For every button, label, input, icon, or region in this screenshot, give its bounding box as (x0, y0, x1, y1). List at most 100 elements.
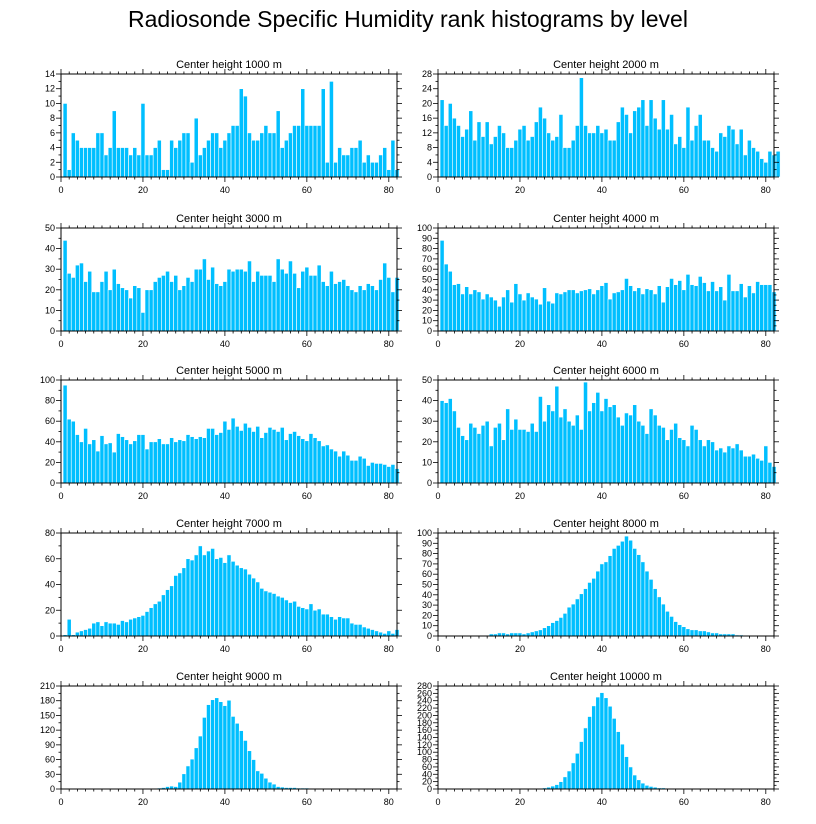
histogram-bar (132, 147, 138, 178)
histogram-bar (456, 125, 461, 178)
histogram-bar (218, 285, 224, 332)
histogram-bar (169, 139, 174, 178)
histogram-bar (661, 301, 666, 332)
histogram-bar (476, 121, 482, 178)
histogram-bar (484, 293, 490, 332)
histogram-bar (706, 290, 711, 332)
x-tick-label: 0 (435, 491, 440, 501)
y-tick-label: 210 (40, 681, 55, 691)
x-tick-label: 20 (515, 491, 525, 501)
histogram-bar (603, 128, 609, 178)
histogram-bar (284, 439, 289, 484)
histogram-bar (558, 293, 564, 332)
histogram-bar (607, 705, 613, 790)
histogram-bar (222, 562, 228, 637)
y-tick-label: 260 (417, 688, 432, 698)
y-tick-label: 150 (40, 710, 55, 720)
histogram-bar (177, 572, 183, 637)
histogram-bar (197, 268, 203, 332)
histogram-bar (132, 617, 138, 637)
y-tick-label: 40 (45, 244, 55, 254)
histogram-bar (767, 284, 773, 332)
histogram-bar (468, 110, 474, 178)
y-tick-label: 80 (45, 396, 55, 406)
histogram-bar (505, 147, 511, 178)
histogram-bar (320, 445, 326, 484)
histogram-bar (525, 431, 531, 484)
histogram-bar (91, 439, 97, 484)
histogram-bar (505, 289, 511, 332)
histogram-bar (251, 139, 256, 178)
histogram-bar (706, 439, 711, 484)
histogram-bar (189, 758, 195, 790)
histogram-bar (361, 457, 367, 484)
histogram-bar (144, 448, 150, 484)
y-tick-label: 80 (422, 549, 432, 559)
histogram-bar (386, 630, 392, 637)
histogram-bar (443, 263, 449, 332)
histogram-bar (533, 431, 539, 484)
panel-title: Center height 2000 m (553, 59, 659, 71)
histogram-bar (193, 554, 199, 637)
histogram-bar (628, 132, 633, 178)
histogram-bar (546, 404, 551, 484)
histogram-bar (718, 132, 724, 178)
histogram-bar (497, 125, 502, 178)
y-tick-label: 30 (422, 600, 432, 610)
histogram-bar (550, 410, 556, 484)
histogram-bar (484, 420, 490, 484)
x-tick-label: 40 (220, 491, 230, 501)
histogram-bar (197, 436, 203, 484)
histogram-bar (603, 697, 609, 790)
histogram-bar (390, 464, 396, 484)
x-tick-label: 40 (220, 339, 230, 349)
histogram-bar (468, 422, 474, 484)
histogram-bar (583, 727, 588, 790)
histogram-bar (501, 132, 506, 178)
histogram-bar (193, 117, 199, 178)
x-tick-label: 20 (138, 797, 148, 807)
histogram-bar (247, 750, 252, 790)
histogram-bar (62, 240, 68, 332)
histogram-bar (652, 414, 658, 484)
histogram-bar (591, 293, 597, 332)
histogram-bar (226, 554, 232, 637)
histogram-bar (226, 429, 232, 484)
histogram-bar (374, 463, 379, 484)
histogram-bar (169, 585, 174, 637)
y-tick-label: 90 (422, 538, 432, 548)
x-tick-label: 60 (679, 491, 689, 501)
x-tick-label: 0 (435, 185, 440, 195)
histogram-bar (370, 462, 375, 484)
histogram-bar (83, 428, 88, 484)
histogram-bar (189, 281, 195, 332)
histogram-bar (701, 630, 707, 637)
histogram-bar (636, 779, 642, 790)
histogram-bar (763, 161, 769, 178)
histogram-bar (349, 147, 355, 178)
histogram-bar (103, 621, 109, 637)
histogram-bar (329, 270, 334, 332)
y-tick-label: 0 (427, 631, 432, 641)
histogram-bar (693, 429, 699, 484)
histogram-bar (439, 400, 445, 484)
panel-title: Center height 4000 m (553, 213, 659, 225)
histogram-bar (636, 554, 642, 637)
histogram-bar (365, 627, 371, 637)
histogram-bar (79, 262, 84, 332)
histogram-bar (673, 422, 679, 484)
histogram-bar (714, 290, 719, 332)
y-tick-label: 60 (422, 264, 432, 274)
histogram-bar (271, 783, 277, 790)
y-tick-label: 0 (50, 326, 55, 336)
histogram-bar (742, 154, 748, 178)
histogram-bar (611, 718, 617, 790)
y-tick-label: 10 (45, 98, 55, 108)
histogram-bar (365, 465, 371, 484)
histogram-bar (320, 88, 326, 178)
histogram-bar (386, 169, 392, 178)
x-tick-label: 0 (58, 797, 63, 807)
histogram-bar (447, 398, 453, 484)
histogram-bar (165, 589, 170, 637)
y-tick-label: 60 (422, 569, 432, 579)
